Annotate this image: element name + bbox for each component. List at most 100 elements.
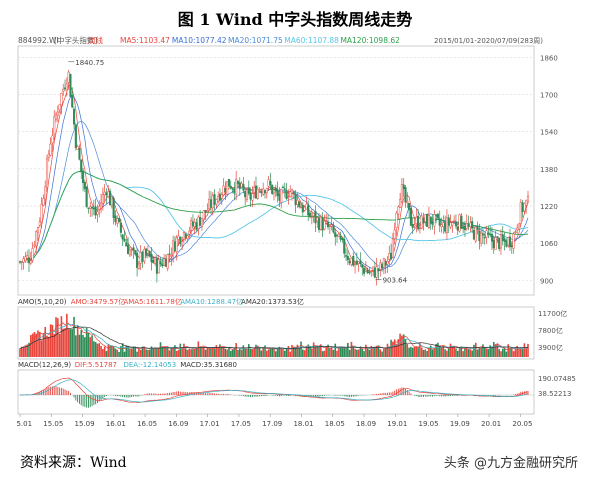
candle-body-89 — [179, 236, 182, 245]
candle-body-150 — [289, 191, 292, 197]
candle-body-204 — [386, 261, 389, 265]
candle-body-136 — [263, 190, 267, 194]
volume-bar-219 — [413, 346, 416, 357]
amo-labels-item-4: AMA20:1373.53亿 — [241, 297, 304, 306]
volume-bar-78 — [159, 342, 162, 357]
candle-body-179 — [341, 237, 344, 240]
volume-bar-279 — [521, 349, 524, 357]
candle-body-12 — [40, 203, 43, 223]
volume-bar-277 — [518, 348, 520, 357]
candle-body-6 — [29, 260, 32, 264]
candle-body-201 — [381, 263, 384, 269]
candle-body-203 — [384, 260, 387, 266]
candle-body-102 — [202, 210, 205, 220]
candle-body-120 — [235, 178, 238, 195]
candle-body-72 — [148, 250, 151, 257]
volume-bar-204 — [386, 343, 389, 357]
ma-labels-item-2: MA20:1071.75 — [228, 36, 283, 45]
candle-body-11 — [38, 221, 41, 226]
volume-bar-100 — [199, 346, 201, 357]
candle-body-245 — [460, 215, 463, 229]
candle-body-115 — [226, 181, 229, 195]
candle-body-56 — [119, 222, 122, 233]
candle-body-93 — [186, 235, 189, 239]
volume-bar-68 — [141, 346, 144, 357]
candle-body-134 — [260, 190, 263, 193]
volume-bar-156 — [300, 341, 302, 357]
volume-bar-168 — [321, 351, 324, 357]
candle-body-205 — [388, 252, 391, 260]
candle-body-43 — [96, 211, 99, 215]
candle-body-121 — [236, 181, 240, 185]
volume-bar-262 — [491, 346, 493, 357]
volume-bar-160 — [307, 344, 310, 357]
volume-bar-216 — [408, 347, 410, 357]
candle-body-34 — [80, 159, 83, 173]
volume-bar-242 — [455, 348, 457, 357]
candle-body-164 — [314, 211, 317, 224]
candle-body-45 — [100, 202, 103, 209]
amo-labels-item-1: AMO:3479.57亿 — [71, 297, 126, 306]
x-tick-7: 17.05 — [231, 420, 251, 428]
candle-body-187 — [355, 260, 358, 265]
amo-legend: AMO(5,10,20) AMO:3479.57亿AMA5:1611.78亿AMA… — [18, 297, 304, 306]
macd-labels-item-1: DIF:5.51787 — [75, 361, 117, 369]
candle-body-194 — [368, 271, 371, 274]
volume-bar-66 — [138, 347, 140, 357]
candle-body-217 — [409, 208, 412, 226]
candle-body-14 — [44, 186, 47, 200]
candle-body-110 — [217, 196, 220, 202]
volume-bar-35 — [82, 334, 84, 357]
candle-body-231 — [435, 214, 438, 216]
volume-bar-123 — [240, 349, 243, 357]
volume-bar-11 — [39, 332, 41, 357]
volume-bar-206 — [390, 339, 392, 357]
volume-bar-19 — [53, 333, 56, 357]
candle-body-96 — [191, 221, 194, 227]
volume-bar-215 — [406, 344, 409, 357]
candle-body-230 — [433, 214, 436, 227]
volume-bar-98 — [195, 347, 198, 357]
volume-bar-8 — [33, 332, 36, 357]
volume-bar-118 — [231, 349, 234, 357]
volume-bar-30 — [73, 316, 75, 357]
candle-body-130 — [253, 186, 256, 193]
volume-bar-273 — [510, 347, 513, 357]
candle-body-67 — [139, 252, 142, 264]
candle-body-144 — [278, 193, 281, 201]
candle-body-76 — [155, 258, 158, 274]
macd-panel-border — [17, 369, 535, 415]
candle-body-133 — [258, 189, 261, 191]
candle-body-219 — [413, 224, 416, 227]
candle-body-168 — [321, 217, 324, 231]
candle-body-282 — [526, 195, 530, 203]
macd-y-axis: 190.07485 38.52213 — [538, 375, 576, 398]
candle-body-192 — [364, 269, 367, 272]
candle-body-264 — [494, 237, 497, 250]
volume-bar-180 — [343, 348, 346, 357]
candlestick-chart[interactable]: 884992.WI [中字头指数] 周线 MA5:1103.47 MA10:107… — [12, 30, 576, 430]
candle-body-80 — [163, 258, 166, 266]
volume-bar-71 — [147, 349, 149, 357]
candle-body-169 — [323, 220, 326, 230]
chart-panel[interactable]: 884992.WI [中字头指数] 周线 MA5:1103.47 MA10:107… — [12, 30, 576, 430]
volume-bar-257 — [482, 344, 484, 357]
candle-body-218 — [411, 224, 414, 228]
candle-body-78 — [159, 261, 162, 265]
volume-bar-221 — [417, 347, 419, 357]
candle-body-10 — [36, 226, 40, 233]
volume-bar-195 — [370, 345, 373, 357]
candle-body-198 — [375, 266, 378, 278]
volume-bar-31 — [75, 335, 77, 357]
candle-body-170 — [325, 220, 328, 223]
volume-bar-165 — [316, 345, 319, 357]
candle-body-271 — [507, 237, 510, 246]
candle-body-167 — [319, 216, 322, 230]
price-grid — [18, 56, 534, 281]
candle-body-4 — [26, 255, 29, 259]
volume-bar-189 — [359, 346, 362, 357]
volume-bar-112 — [220, 346, 223, 357]
volume-bar-55 — [118, 351, 120, 357]
volume-bar-99 — [197, 341, 200, 357]
candle-body-251 — [471, 221, 474, 229]
